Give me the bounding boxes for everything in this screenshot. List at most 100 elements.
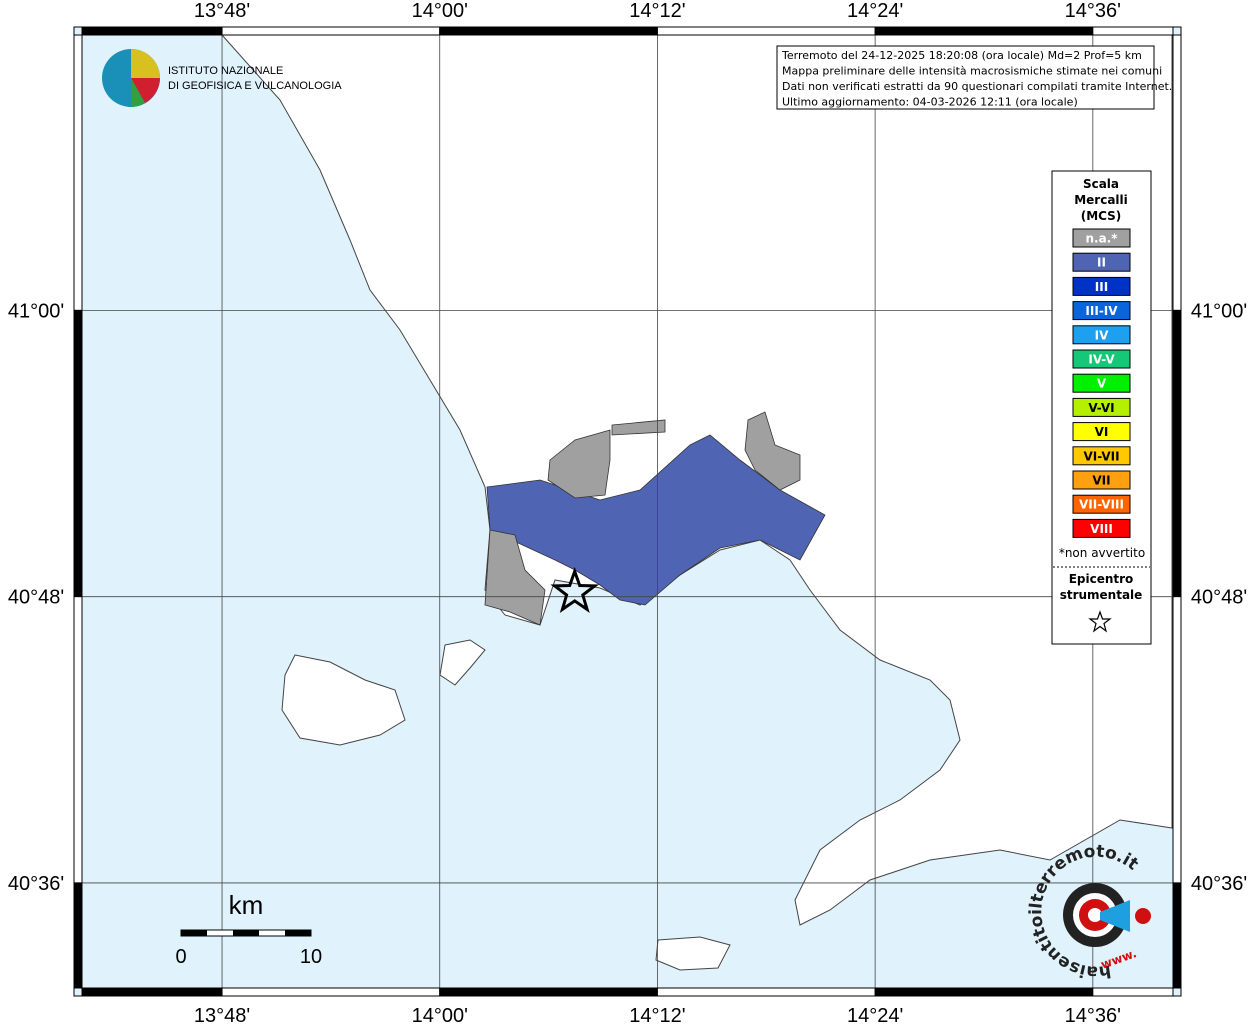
scale-bar-segment: [285, 930, 311, 936]
municipality: [611, 419, 666, 436]
island-capri: [655, 936, 731, 971]
legend-title: Mercalli: [1074, 193, 1128, 207]
legend-note: *non avvertito: [1059, 546, 1145, 560]
scale-label: 10: [300, 946, 322, 968]
municipality: [484, 529, 546, 626]
frame-band: [73, 882, 83, 989]
frame-band: [1092, 26, 1174, 36]
lat-label: 40°48': [8, 587, 64, 609]
legend-swatch: [1072, 494, 1131, 514]
legend-title: Scala: [1083, 177, 1119, 191]
institute-name: ISTITUTO NAZIONALE: [168, 65, 283, 77]
legend-swatch: [1072, 422, 1131, 442]
lon-label: 13°48': [194, 0, 250, 22]
scale-bar-segment: [181, 930, 207, 936]
legend-label: VI-VII: [1083, 449, 1119, 463]
lat-label: 41°00': [1191, 300, 1247, 322]
scale-bar: km 0 10: [175, 890, 322, 968]
lon-label: 14°00': [412, 0, 468, 22]
lon-label: 14°00': [412, 1005, 468, 1024]
frame-band: [1172, 309, 1182, 598]
frame-band: [439, 987, 658, 997]
legend: ScalaMercalli(MCS)n.a.*IIIIIIII-IVIVIV-V…: [1059, 177, 1145, 602]
frame-band: [73, 596, 83, 884]
legend-label: VII: [1092, 474, 1110, 488]
lon-label: 14°12': [629, 0, 685, 22]
frame-band: [81, 26, 223, 36]
frame-band: [874, 26, 1094, 36]
municipality: [547, 429, 611, 499]
legend-swatch: [1072, 397, 1131, 417]
lon-label: 14°36': [1065, 1005, 1121, 1024]
lat-label: 40°48': [1191, 587, 1247, 609]
lon-label: 14°24': [847, 1005, 903, 1024]
legend-epicenter-label: strumentale: [1060, 588, 1143, 602]
lon-label: 14°36': [1065, 0, 1121, 22]
logo-segment: [131, 49, 160, 78]
watermark-badge: [1135, 908, 1151, 924]
info-line: Dati non verificati estratti da 90 quest…: [782, 80, 1172, 93]
frame-band: [221, 987, 441, 997]
lat-label: 41°00': [8, 300, 64, 322]
ingv-logo: ISTITUTO NAZIONALE DI GEOFISICA E VULCAN…: [102, 49, 342, 107]
legend-epicenter-symbol: [1088, 610, 1112, 633]
legend-swatch: [1072, 325, 1131, 345]
lon-label: 14°24': [847, 0, 903, 22]
frame-band: [439, 26, 658, 36]
legend-label: III-IV: [1085, 304, 1118, 318]
legend-swatch: [1072, 252, 1131, 272]
legend-swatch: [1072, 276, 1131, 296]
lat-label: 40°36': [8, 873, 64, 895]
frame-band: [1172, 34, 1182, 311]
legend-swatch: [1072, 373, 1131, 393]
legend-label: IV: [1095, 328, 1109, 342]
legend-swatch: [1072, 470, 1131, 490]
legend-label: VIII: [1090, 522, 1113, 536]
legend-label: II: [1097, 256, 1106, 270]
axis-labels: 13°48' 13°48' 14°00' 14°00' 14°12' 14°12' 14°2…: [8, 0, 1247, 1024]
frame-band: [656, 987, 876, 997]
frame-band: [1092, 987, 1174, 997]
watermark-ring: [1088, 908, 1102, 922]
frame-band: [1172, 882, 1182, 989]
island-ischia: [281, 654, 406, 746]
info-text: Terremoto del 24-12-2025 18:20:08 (ora l…: [781, 49, 1172, 109]
legend-label: IV-V: [1088, 353, 1115, 367]
legend-swatch: [1072, 446, 1131, 466]
legend-swatch: [1072, 301, 1131, 321]
legend-title: (MCS): [1081, 209, 1122, 223]
legend-label: VI: [1095, 425, 1109, 439]
frame: [73, 26, 1182, 997]
lon-label: 13°48': [194, 1005, 250, 1024]
frame-band: [1172, 596, 1182, 884]
info-box: [776, 45, 1155, 110]
institute-name: DI GEOFISICA E VULCANOLOGIA: [168, 80, 342, 92]
legend-swatch: [1072, 349, 1131, 369]
scale-bar-segment: [233, 930, 259, 936]
logo-segment: [131, 78, 145, 107]
lat-label: 40°36': [1191, 873, 1247, 895]
municipality: [744, 411, 801, 491]
info-line: Ultimo aggiornamento: 04-03-2026 12:11 (…: [782, 96, 1078, 109]
legend-label: III: [1095, 280, 1108, 294]
frame-band: [81, 987, 223, 997]
frame-band: [73, 34, 83, 311]
epicenter: [550, 566, 599, 614]
legend-epicenter-label: Epicentro: [1069, 572, 1134, 586]
frame-band: [221, 26, 441, 36]
frame-band: [73, 309, 83, 598]
legend-swatch: [1072, 518, 1131, 538]
logo-segment: [131, 78, 160, 103]
info-line: Terremoto del 24-12-2025 18:20:08 (ora l…: [781, 49, 1142, 62]
scale-label: 0: [175, 946, 186, 968]
legend-label: V: [1097, 377, 1107, 391]
lon-label: 14°12': [629, 1005, 685, 1024]
frame-band: [656, 26, 876, 36]
legend-label: V-VI: [1088, 401, 1114, 415]
scale-unit: km: [229, 890, 264, 920]
municipality: [486, 434, 826, 606]
info-line: Mappa preliminare delle intensità macros…: [782, 65, 1162, 78]
frame-band: [874, 987, 1094, 997]
legend-label: n.a.*: [1085, 232, 1118, 246]
